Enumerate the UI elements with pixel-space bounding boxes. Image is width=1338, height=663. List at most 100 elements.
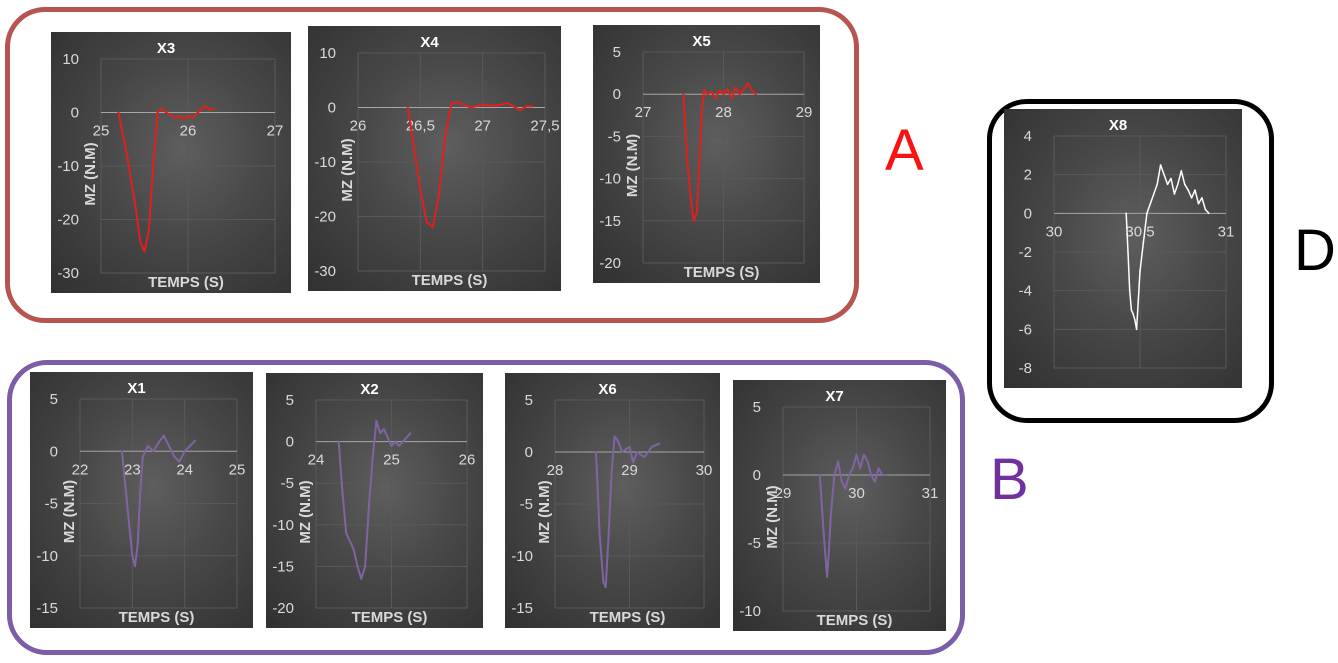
data-point: [602, 581, 605, 583]
y-tick-label: 0: [328, 100, 336, 117]
x-tick-label: 25: [93, 123, 110, 140]
data-point: [139, 492, 141, 494]
data-point: [506, 102, 509, 104]
data-point: [394, 440, 397, 443]
data-point: [341, 490, 344, 493]
x-tick-label: 30: [696, 462, 713, 479]
series-line: [337, 419, 412, 580]
data-point: [1197, 202, 1200, 205]
data-point: [690, 203, 693, 205]
y-tick-label: -20: [314, 209, 336, 226]
data-point: [375, 420, 378, 422]
chart-title: X6: [598, 381, 616, 398]
data-point: [700, 110, 703, 112]
data-point: [402, 440, 404, 443]
chart-svg: 10 0 -10 -20 -30 26 26,5 27 27,5 X4 TEMPS (S) MZ (N…: [314, 34, 559, 289]
y-tick-label: -15: [599, 213, 621, 230]
chart-x3: 10 0 -10 -20 -30 25 26 27 X3 TEMPS (S) MZ (N.M): [51, 32, 291, 293]
x-tick-label: 26,5: [406, 118, 435, 135]
data-point: [595, 451, 597, 453]
chart-x6: 5 0 -5 -10 -15 28 29 30 X6 TEMPS (S) MZ (N.M): [505, 373, 720, 628]
x-tick-label: 28: [715, 104, 732, 121]
data-point: [337, 440, 340, 443]
data-point: [686, 160, 689, 163]
data-point: [168, 445, 170, 447]
series-line: [595, 435, 661, 589]
data-point: [607, 534, 610, 536]
group-a-label: A: [885, 118, 924, 183]
y-tick-label: -10: [314, 154, 336, 171]
data-point: [134, 565, 136, 567]
data-point: [519, 109, 521, 112]
data-point: [826, 576, 828, 578]
data-point: [617, 440, 620, 443]
data-point: [174, 117, 176, 119]
chart-title: X8: [1109, 117, 1127, 134]
chart-title: X1: [127, 380, 145, 397]
x-tick-label: 28: [547, 462, 564, 479]
y-tick-label: 2: [1024, 167, 1032, 184]
data-point: [837, 460, 839, 463]
data-point: [1156, 183, 1158, 186]
y-tick-label: -10: [739, 603, 761, 620]
data-point: [738, 93, 741, 95]
data-point: [195, 112, 198, 115]
data-point: [827, 555, 830, 558]
y-tick-label: -10: [57, 158, 79, 175]
x-tick-label: 30: [848, 485, 865, 502]
y-tick-label: -4: [1019, 283, 1032, 300]
data-point: [531, 105, 534, 108]
y-tick-label: 5: [525, 392, 533, 409]
x-tick-label: 27: [635, 104, 652, 121]
data-point: [371, 457, 374, 460]
data-point: [356, 565, 359, 568]
data-point: [456, 101, 459, 103]
data-point: [419, 188, 422, 191]
group-b-label: B: [990, 447, 1029, 512]
x-tick-label: 27,5: [530, 118, 559, 135]
chart-x5: 5 0 -5 -10 -15 -20 27 28 29 X5 TEMPS (S) MZ (N.M): [593, 25, 820, 283]
chart-x8: 4 2 0 -2 -4 -6 -8 30 30,5 31 X8: [1004, 109, 1242, 388]
data-point: [143, 250, 146, 253]
data-point: [352, 548, 355, 551]
data-point: [636, 451, 638, 453]
data-point: [398, 444, 400, 447]
data-point: [1187, 189, 1189, 191]
data-point: [863, 453, 865, 456]
data-point: [152, 450, 155, 453]
data-point: [604, 586, 607, 588]
data-point: [706, 93, 709, 95]
y-tick-label: -5: [45, 496, 58, 513]
data-point: [1128, 289, 1131, 292]
chart-title: X3: [157, 40, 175, 57]
data-point: [726, 88, 729, 90]
x-axis-title: TEMPS (S): [119, 609, 195, 626]
data-point: [866, 460, 869, 463]
data-point: [1146, 212, 1148, 215]
data-point: [152, 165, 154, 167]
series-line: [818, 453, 887, 578]
data-point: [189, 445, 191, 447]
y-axis-title: MZ (N.M): [297, 480, 314, 543]
data-point: [148, 229, 150, 231]
y-tick-label: -15: [511, 600, 533, 617]
data-point: [407, 106, 409, 109]
chart-title: X7: [825, 388, 843, 405]
data-point: [658, 442, 661, 445]
y-axis-title: MZ (N.M): [82, 142, 99, 205]
y-tick-label: -5: [281, 475, 294, 492]
data-point: [621, 451, 623, 453]
y-tick-label: 0: [753, 467, 761, 484]
chart-svg: 5 0 -5 -10 -15 22 23 24 25 X1 TEMPS (S) MZ (N.M): [36, 380, 245, 626]
data-point: [191, 117, 194, 119]
data-point: [1190, 197, 1193, 199]
data-point: [730, 97, 733, 100]
data-point: [696, 211, 698, 214]
data-point: [147, 445, 149, 447]
data-point: [139, 240, 141, 242]
data-point: [822, 528, 825, 531]
data-point: [874, 481, 876, 483]
chart-x7: 5 0 -5 -10 29 30 31 X7 TEMPS (S) MZ (N.M): [733, 380, 946, 631]
data-point: [1201, 197, 1203, 199]
data-point: [1208, 212, 1210, 215]
